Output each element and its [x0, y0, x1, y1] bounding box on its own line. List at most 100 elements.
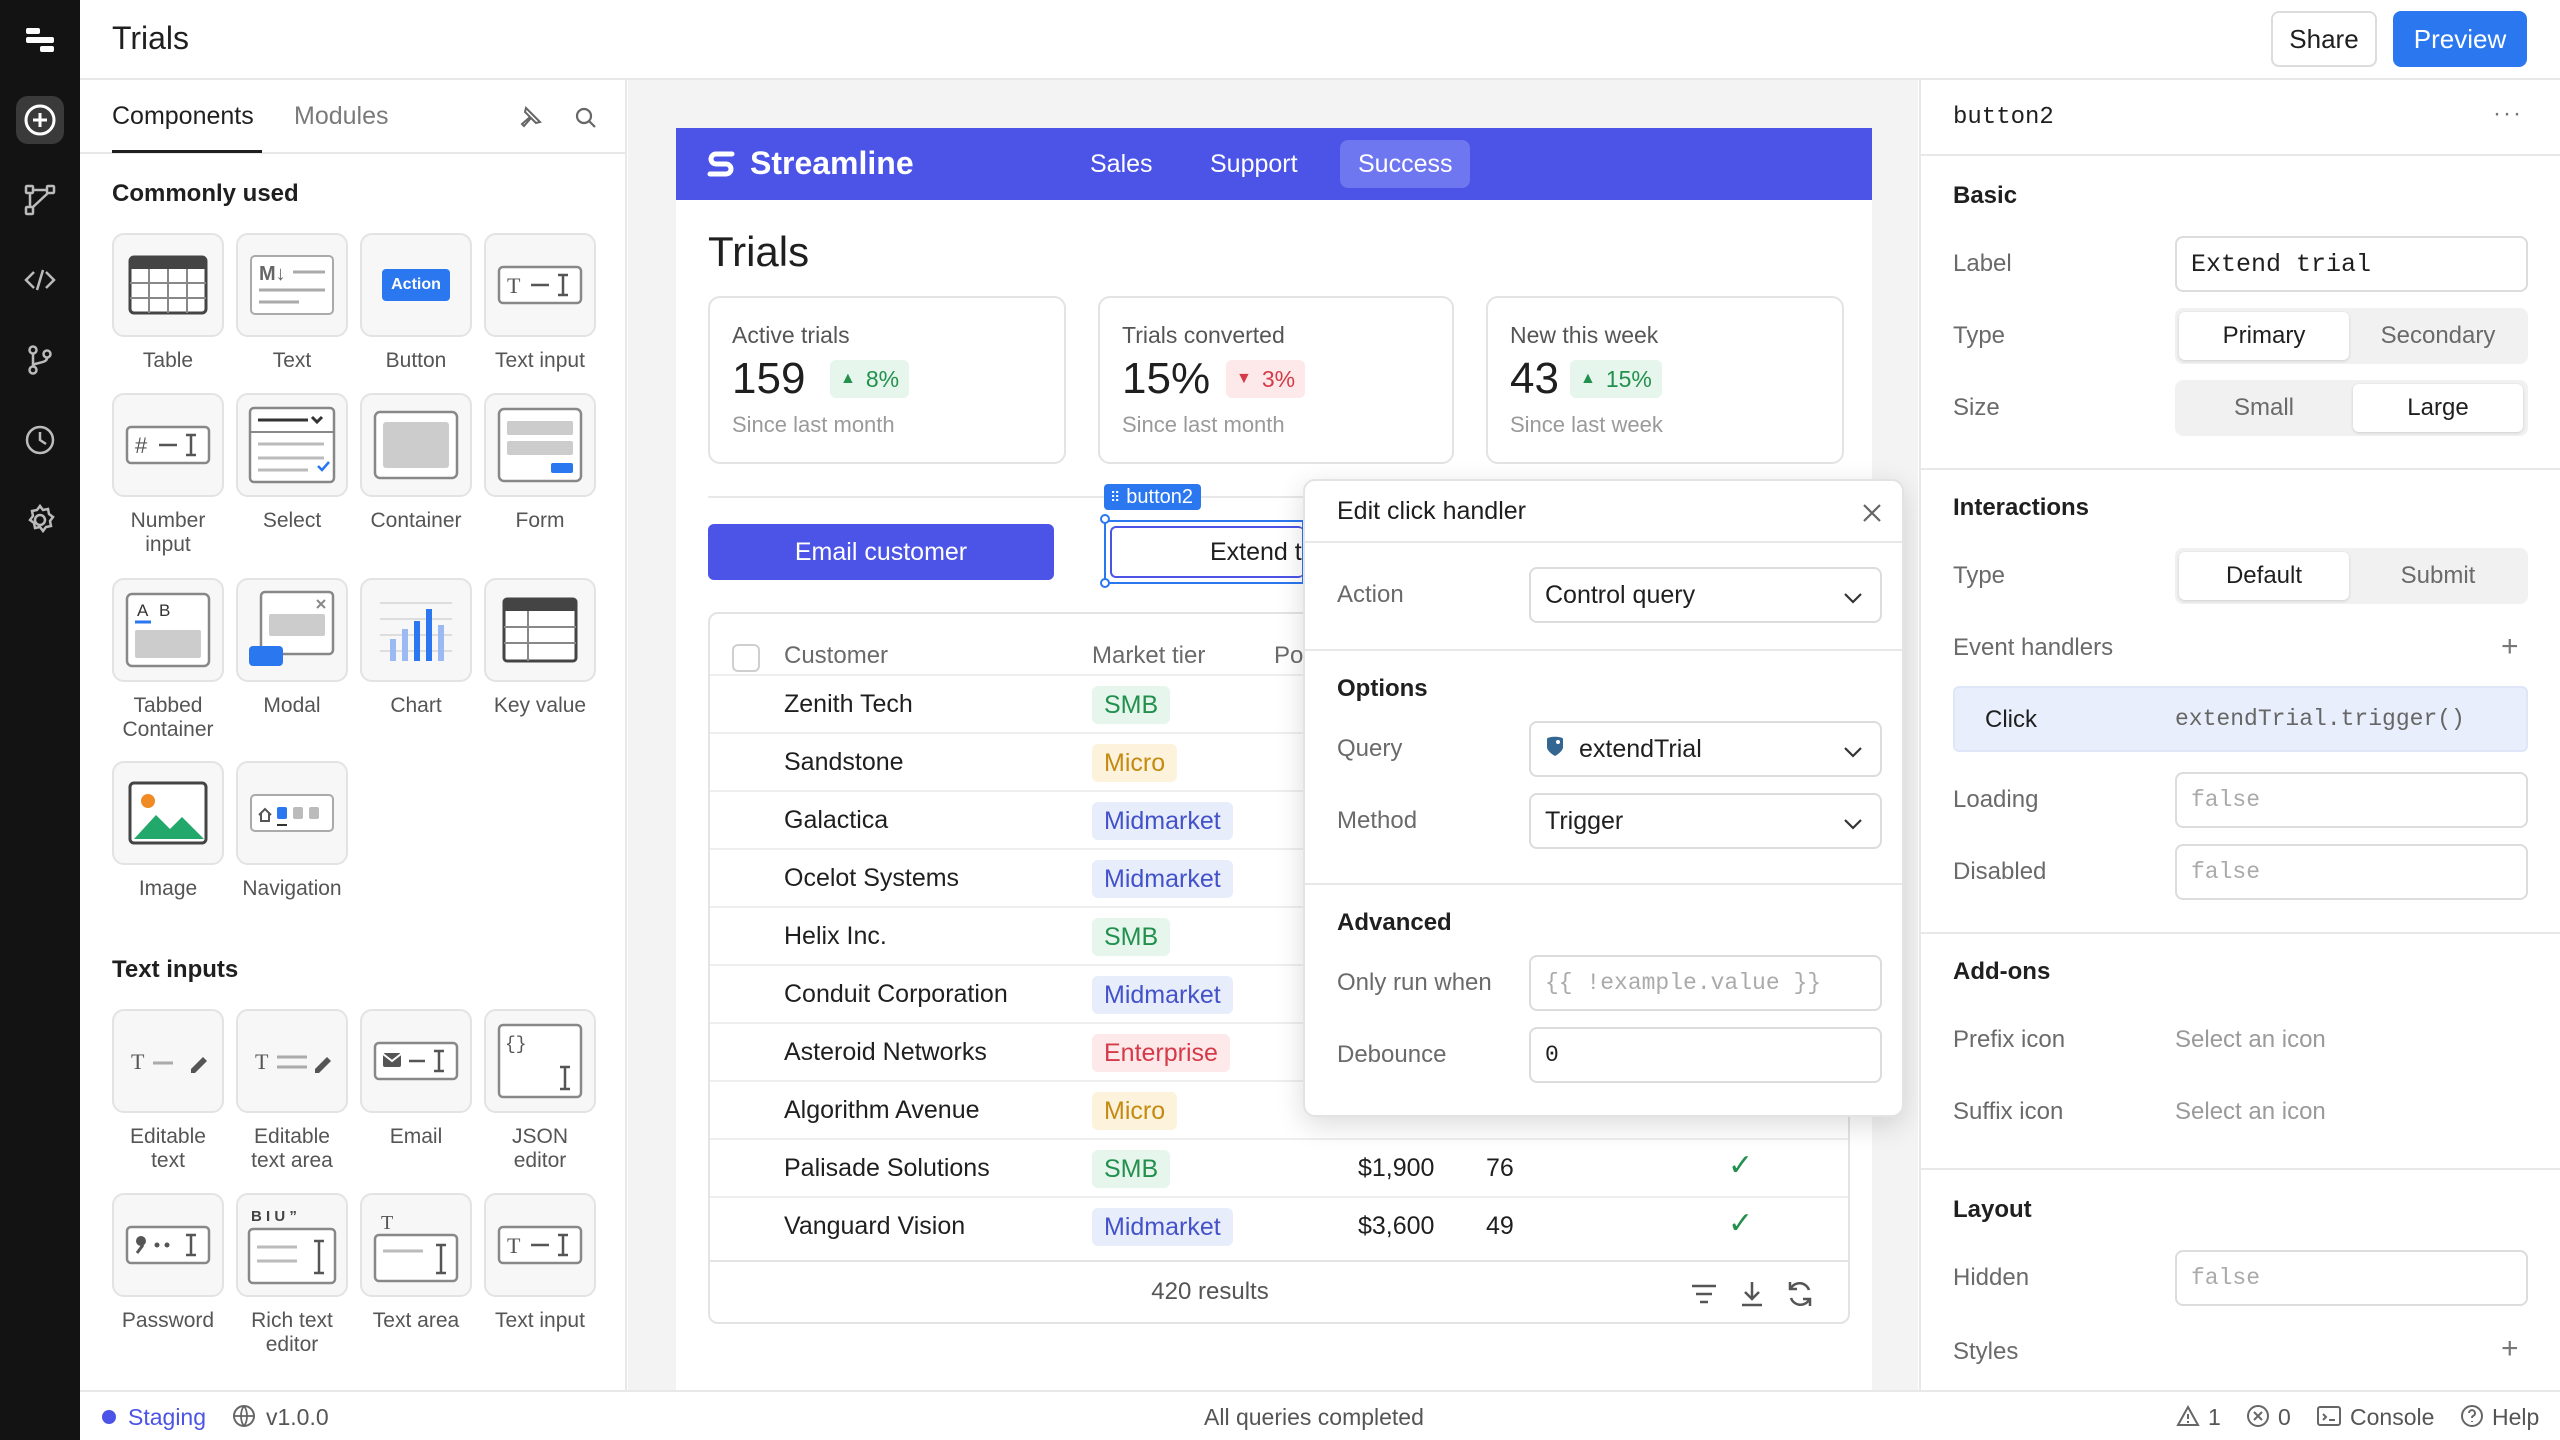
branch-icon[interactable] — [16, 336, 64, 384]
component-chart[interactable]: Chart — [360, 578, 472, 718]
prefix-icon-select[interactable]: Select an icon — [2175, 1026, 2326, 1053]
component-editable-text-area[interactable]: T Editable text area — [236, 1009, 348, 1173]
console-button[interactable]: Console — [2350, 1404, 2435, 1430]
settings-icon[interactable] — [16, 496, 64, 544]
code-icon[interactable] — [16, 256, 64, 304]
component-label: Text area — [372, 1309, 460, 1332]
version-label[interactable]: v1.0.0 — [266, 1404, 329, 1430]
drag-handle-icon[interactable]: ⠿ — [1110, 488, 1121, 505]
disabled-input[interactable]: false — [2175, 844, 2528, 900]
history-icon[interactable] — [16, 416, 64, 464]
query-select[interactable]: extendTrial — [1529, 721, 1882, 777]
suffix-icon-select[interactable]: Select an icon — [2175, 1098, 2326, 1125]
component-select[interactable]: Select — [236, 393, 348, 533]
component-rich-text-editor[interactable]: B I U ” Rich text editor — [236, 1193, 348, 1357]
size-option-large[interactable]: Large — [2353, 384, 2523, 432]
help-button[interactable]: Help — [2492, 1404, 2540, 1430]
loading-input[interactable]: false — [2175, 772, 2528, 828]
handler-action: extendTrial.trigger() — [2175, 706, 2465, 732]
resize-handle[interactable] — [1100, 578, 1110, 588]
selection-tag[interactable]: ⠿ button2 — [1104, 484, 1201, 510]
component-password[interactable]: Password — [112, 1193, 224, 1333]
section-text-inputs: Text inputs — [112, 956, 239, 983]
nav-success[interactable]: Success — [1340, 140, 1471, 188]
event-handler-row[interactable]: Click extendTrial.trigger() — [1953, 686, 2528, 752]
close-icon[interactable] — [1860, 501, 1884, 530]
environment-selector[interactable]: Staging — [128, 1404, 207, 1430]
table-row[interactable]: Asteroid Networks Enterprise — [710, 1022, 1848, 1080]
component-name[interactable]: button2 — [1953, 104, 2054, 131]
cell-price: $3,600 — [1358, 1212, 1435, 1240]
method-select[interactable]: Trigger — [1529, 793, 1882, 849]
logo-icon[interactable] — [16, 16, 64, 64]
label-input[interactable]: Extend trial — [2175, 236, 2528, 292]
add-style-icon[interactable]: + — [2501, 1332, 2519, 1365]
component-text-input-2[interactable]: T Text input — [484, 1193, 596, 1333]
component-text-area[interactable]: T Text area — [360, 1193, 472, 1333]
column-header-po[interactable]: Po — [1274, 642, 1304, 669]
filter-icon[interactable] — [1688, 1278, 1720, 1315]
table-row[interactable]: Ocelot Systems Midmarket — [710, 848, 1848, 906]
column-header-market-tier[interactable]: Market tier — [1092, 642, 1206, 669]
hidden-input[interactable]: false — [2175, 1250, 2528, 1306]
nav-sales[interactable]: Sales — [1090, 149, 1153, 178]
warning-count[interactable]: 1 — [2208, 1404, 2221, 1430]
console-icon[interactable] — [2316, 1404, 2342, 1434]
resize-handle[interactable] — [1100, 514, 1110, 524]
component-json-editor[interactable]: {} JSON editor — [484, 1009, 596, 1173]
component-email[interactable]: Email — [360, 1009, 472, 1149]
refresh-icon[interactable] — [1784, 1278, 1816, 1315]
error-icon[interactable] — [2246, 1404, 2270, 1434]
component-text[interactable]: M↓ Text — [236, 233, 348, 373]
add-handler-icon[interactable]: + — [2501, 630, 2519, 663]
table-row[interactable]: Sandstone Micro — [710, 732, 1848, 790]
select-all-checkbox[interactable] — [732, 644, 760, 672]
table-row[interactable]: Galactica Midmarket — [710, 790, 1848, 848]
tab-components[interactable]: Components — [112, 102, 254, 130]
component-table[interactable]: Table — [112, 233, 224, 373]
component-navigation[interactable]: Navigation — [236, 761, 348, 901]
search-icon[interactable] — [572, 104, 600, 137]
icon-rail — [0, 0, 80, 1440]
component-key-value[interactable]: Key value — [484, 578, 596, 718]
help-icon[interactable] — [2460, 1404, 2484, 1434]
warning-icon[interactable] — [2176, 1404, 2200, 1434]
more-options-icon[interactable]: ··· — [2493, 100, 2523, 127]
type-option-primary[interactable]: Primary — [2179, 312, 2349, 360]
action-select[interactable]: Control query — [1529, 567, 1882, 623]
component-image[interactable]: Image — [112, 761, 224, 901]
table-row[interactable]: Zenith Tech SMB — [710, 674, 1848, 732]
column-header-customer[interactable]: Customer — [784, 642, 889, 669]
debounce-input[interactable]: 0 — [1529, 1027, 1882, 1083]
itype-option-default[interactable]: Default — [2179, 552, 2349, 600]
preview-button[interactable]: Preview — [2393, 11, 2527, 67]
component-button[interactable]: Action Button — [360, 233, 472, 373]
size-option-small[interactable]: Small — [2233, 394, 2294, 421]
table-row[interactable]: Palisade Solutions SMB $1,900 76 ✓ — [710, 1138, 1848, 1196]
component-editable-text[interactable]: T Editable text — [112, 1009, 224, 1173]
type-option-secondary[interactable]: Secondary — [2380, 322, 2496, 349]
extend-trial-button[interactable]: Extend t — [1110, 526, 1304, 578]
itype-option-submit[interactable]: Submit — [2400, 562, 2476, 589]
nav-support[interactable]: Support — [1210, 149, 1298, 178]
table-row[interactable]: Conduit Corporation Midmarket — [710, 964, 1848, 1022]
table-row[interactable]: Helix Inc. SMB — [710, 906, 1848, 964]
graph-icon[interactable] — [16, 176, 64, 224]
download-icon[interactable] — [1736, 1278, 1768, 1315]
component-modal[interactable]: Modal — [236, 578, 348, 718]
share-button[interactable]: Share — [2271, 11, 2377, 67]
pin-icon[interactable] — [516, 104, 544, 137]
only-run-when-input[interactable]: {{ !example.value }} — [1529, 955, 1882, 1011]
table-row[interactable]: Algorithm Avenue Micro — [710, 1080, 1848, 1138]
tier-badge: Midmarket — [1092, 802, 1233, 840]
component-text-input[interactable]: T Text input — [484, 233, 596, 373]
error-count[interactable]: 0 — [2278, 1404, 2291, 1430]
component-form[interactable]: Form — [484, 393, 596, 533]
component-number-input[interactable]: # Number input — [112, 393, 224, 557]
table-row[interactable]: Vanguard Vision Midmarket $3,600 49 ✓ — [710, 1196, 1848, 1254]
component-container[interactable]: Container — [360, 393, 472, 533]
email-customer-button[interactable]: Email customer — [708, 524, 1054, 580]
add-icon[interactable] — [16, 96, 64, 144]
tab-modules[interactable]: Modules — [294, 102, 389, 130]
